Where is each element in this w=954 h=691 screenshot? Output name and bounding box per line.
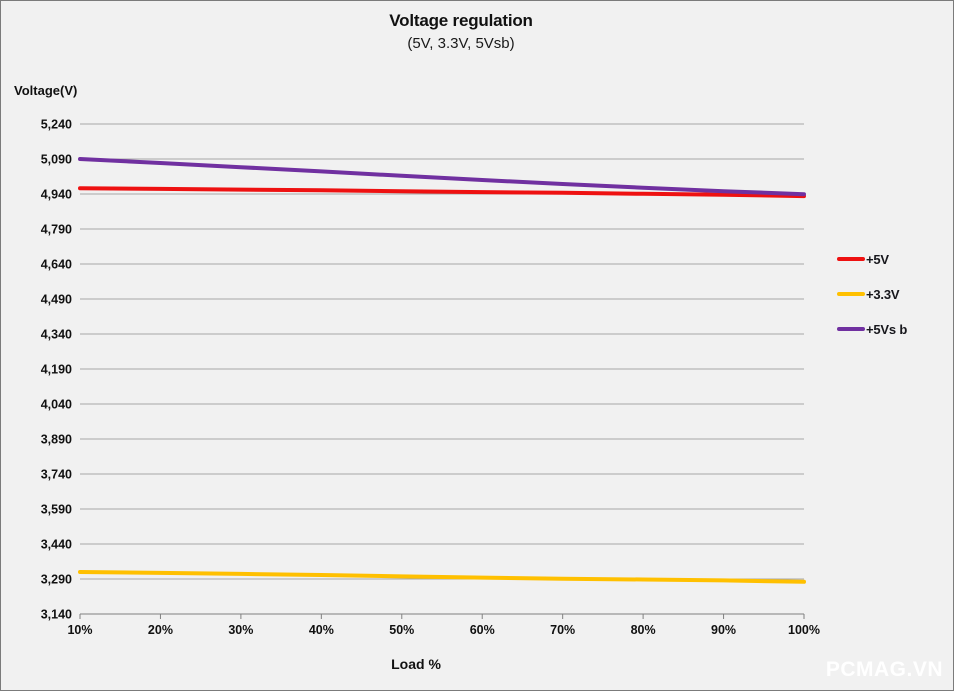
legend-label-+5Vsb: +5Vs b [866, 321, 908, 337]
legend-label-+5V: +5V [866, 251, 889, 267]
y-tick-label: 3,140 [41, 608, 72, 622]
y-tick-label: 4,490 [41, 293, 72, 307]
x-tick-label: 60% [470, 623, 495, 637]
legend-label-+3.3V: +3.3V [866, 286, 900, 302]
x-tick-label: 100% [788, 623, 820, 637]
legend-swatch-+5Vsb [837, 327, 865, 331]
series-line-+5V [78, 186, 806, 199]
chart-subtitle: (5V, 3.3V, 5Vsb) [407, 35, 515, 52]
y-tick-label: 5,090 [41, 153, 72, 167]
chart-legend: +5V +3.3V +5Vs b [837, 251, 949, 356]
y-tick-label: 4,190 [41, 363, 72, 377]
y-tick-label: 4,340 [41, 328, 72, 342]
x-tick-label: 80% [631, 623, 656, 637]
x-tick-label: 40% [309, 623, 334, 637]
y-tick-label: 3,440 [41, 538, 72, 552]
y-tick-label: 4,040 [41, 398, 72, 412]
y-tick-label: 3,740 [41, 468, 72, 482]
legend-swatch-+3.3V [837, 292, 865, 296]
x-tick-label: 10% [67, 623, 92, 637]
y-tick-label: 3,890 [41, 433, 72, 447]
legend-swatch-+5V [837, 257, 865, 261]
x-tick-label: 90% [711, 623, 736, 637]
y-tick-label: 5,240 [41, 118, 72, 132]
legend-item-+5Vsb: +5Vs b [837, 321, 949, 337]
watermark-pcmag: PCMAG.VN [825, 658, 943, 681]
x-tick-label: 30% [228, 623, 253, 637]
legend-item-+3.3V: +3.3V [837, 286, 949, 302]
chart-title: Voltage regulation [389, 11, 533, 30]
y-tick-label: 4,940 [41, 188, 72, 202]
y-tick-label: 4,790 [41, 223, 72, 237]
series-line-+5Vsb [78, 157, 806, 197]
x-tick-label: 70% [550, 623, 575, 637]
y-tick-label: 3,290 [41, 573, 72, 587]
series-line-+3.3V [78, 570, 806, 584]
x-tick-label: 20% [148, 623, 173, 637]
x-axis-title: Load % [391, 656, 441, 672]
y-tick-label: 4,640 [41, 258, 72, 272]
y-axis-title: Voltage(V) [14, 83, 78, 98]
y-tick-label: 3,590 [41, 503, 72, 517]
legend-item-+5V: +5V [837, 251, 949, 267]
x-tick-label: 50% [389, 623, 414, 637]
